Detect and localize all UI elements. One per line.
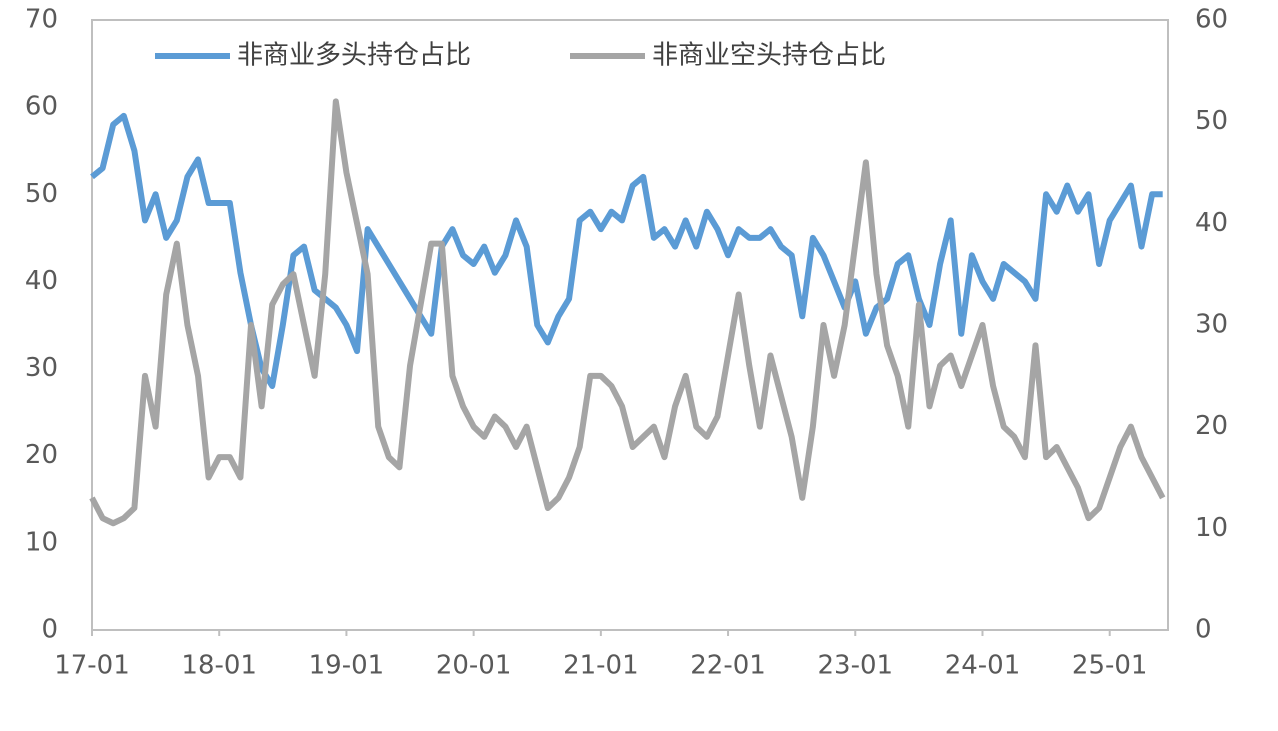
legend-label: 非商业多头持仓占比 — [237, 41, 471, 71]
series-line — [89, 98, 1166, 527]
y-tick-label: 70 — [25, 5, 58, 35]
x-tick-label: 19-01 — [309, 651, 385, 681]
y2-tick-label: 20 — [1195, 411, 1228, 441]
x-tick-label: 24-01 — [945, 651, 1021, 681]
x-tick-label: 23-01 — [817, 651, 893, 681]
y2-tick-label: 30 — [1195, 310, 1228, 340]
y-tick-label: 0 — [41, 615, 58, 645]
plot-frame — [91, 19, 1169, 631]
x-tick-label: 25-01 — [1072, 651, 1148, 681]
y2-tick-label: 0 — [1195, 615, 1212, 645]
y-tick-label: 30 — [25, 353, 58, 383]
y2-tick-label: 40 — [1195, 208, 1228, 238]
y-tick-label: 10 — [25, 527, 58, 557]
y2-tick-label: 60 — [1195, 5, 1228, 35]
y-tick-label: 60 — [25, 92, 58, 122]
x-tick-label: 20-01 — [436, 651, 512, 681]
legend-label: 非商业空头持仓占比 — [652, 41, 886, 71]
series-line — [90, 112, 1163, 389]
x-tick-label: 22-01 — [690, 651, 766, 681]
y-tick-label: 40 — [25, 266, 58, 296]
x-tick-label: 18-01 — [181, 651, 257, 681]
x-tick-label: 17-01 — [54, 651, 130, 681]
y-tick-label: 20 — [25, 440, 58, 470]
x-tick-label: 21-01 — [563, 651, 639, 681]
y2-tick-label: 10 — [1195, 513, 1228, 543]
y2-tick-label: 50 — [1195, 106, 1228, 136]
y-tick-label: 50 — [25, 179, 58, 209]
